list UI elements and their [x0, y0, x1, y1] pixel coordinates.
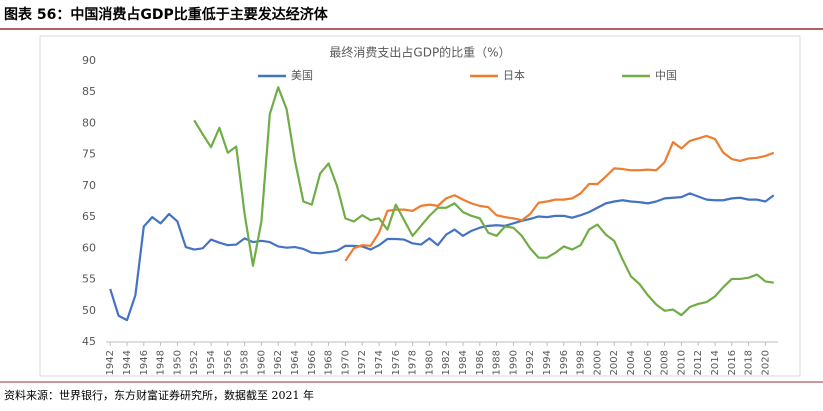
- x-tick-label: 2000: [592, 350, 603, 375]
- x-tick-label: 2012: [693, 350, 704, 375]
- x-tick-label: 1988: [492, 350, 503, 375]
- x-tick-label: 1968: [324, 350, 335, 375]
- y-tick-label: 50: [82, 304, 96, 317]
- series-line: [344, 134, 775, 262]
- x-tick-label: 2020: [760, 350, 771, 375]
- legend-label: 日本: [503, 68, 525, 82]
- x-tick-label: 1978: [408, 350, 419, 375]
- y-tick-label: 90: [82, 54, 96, 67]
- y-tick-label: 60: [82, 241, 96, 254]
- chart-title: 最终消费支出占GDP的比重（%）: [329, 45, 510, 60]
- series-line: [193, 86, 774, 317]
- y-tick-label: 75: [82, 148, 96, 161]
- x-tick-label: 1950: [172, 350, 183, 375]
- x-tick-label: 1946: [139, 350, 150, 375]
- x-tick-label: 1990: [508, 350, 519, 375]
- legend-label: 中国: [655, 69, 677, 82]
- x-tick-label: 1942: [105, 350, 116, 375]
- x-tick-label: 1952: [189, 350, 200, 375]
- x-tick-label: 2002: [609, 350, 620, 375]
- x-tick-label: 1948: [156, 350, 167, 375]
- y-tick-label: 70: [82, 179, 96, 192]
- x-tick-label: 2010: [676, 350, 687, 375]
- x-tick-label: 2008: [660, 350, 671, 375]
- x-tick-label: 1944: [122, 350, 133, 375]
- x-tick-label: 2014: [710, 350, 721, 375]
- x-tick-label: 1996: [559, 350, 570, 375]
- x-tick-label: 1962: [273, 350, 284, 375]
- series-line: [109, 192, 775, 322]
- x-tick-label: 2006: [643, 350, 654, 375]
- y-tick-label: 85: [82, 85, 96, 98]
- x-tick-label: 1958: [240, 350, 251, 375]
- chart-frame: [39, 35, 801, 377]
- source-note: 资料来源：世界银行，东方财富证券研究所，数据截至 2021 年: [4, 388, 314, 402]
- y-tick-label: 55: [82, 273, 96, 286]
- legend-label: 美国: [291, 69, 313, 82]
- x-tick-label: 1982: [441, 350, 452, 375]
- x-tick-label: 2016: [727, 350, 738, 375]
- x-tick-label: 1970: [340, 350, 351, 375]
- y-tick-label: 65: [82, 210, 96, 223]
- x-tick-label: 1976: [391, 350, 402, 375]
- x-tick-label: 1960: [256, 350, 267, 375]
- x-tick-label: 1984: [458, 350, 469, 375]
- y-tick-label: 45: [82, 335, 96, 348]
- x-tick-label: 1992: [525, 350, 536, 375]
- x-tick-label: 1980: [424, 350, 435, 375]
- x-tick-label: 1986: [475, 350, 486, 375]
- x-tick-label: 1956: [223, 350, 234, 375]
- x-tick-label: 1972: [357, 350, 368, 375]
- y-tick-label: 80: [82, 116, 96, 129]
- x-tick-label: 1974: [374, 350, 385, 375]
- x-tick-label: 1966: [307, 350, 318, 375]
- x-tick-label: 1964: [290, 350, 301, 375]
- x-tick-label: 1998: [576, 350, 587, 375]
- figure-title: 图表 56：中国消费占GDP比重低于主要发达经济体: [4, 6, 329, 23]
- x-tick-label: 1954: [206, 350, 217, 375]
- x-tick-label: 1994: [542, 350, 553, 375]
- x-tick-label: 2018: [744, 350, 755, 375]
- x-tick-label: 2004: [626, 350, 637, 375]
